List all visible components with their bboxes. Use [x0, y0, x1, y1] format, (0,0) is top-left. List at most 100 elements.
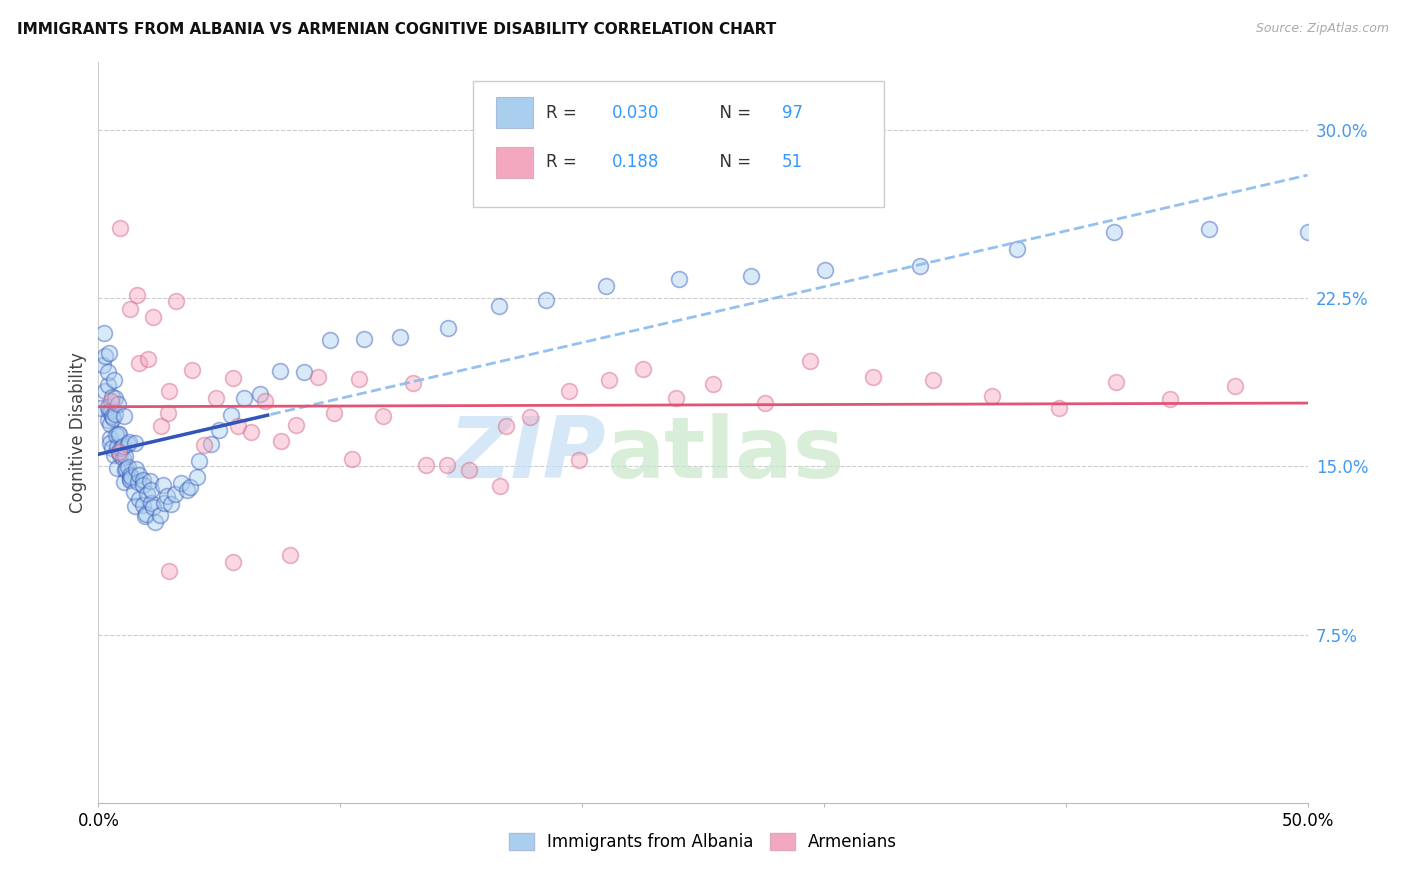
Point: [124, 436, 146, 450]
Point: [284, 418, 307, 433]
Point: [103, 373, 125, 387]
Point: [94, 384, 117, 398]
Point: [415, 458, 437, 472]
Point: [98, 431, 121, 445]
Point: [100, 409, 122, 423]
Point: [103, 411, 125, 425]
Point: [114, 463, 136, 477]
Point: [111, 438, 134, 452]
Point: [188, 453, 211, 467]
Point: [156, 489, 179, 503]
Point: [160, 497, 183, 511]
Point: [488, 479, 510, 493]
Point: [519, 409, 541, 424]
Point: [141, 483, 163, 497]
Point: [127, 475, 149, 489]
Point: [114, 450, 136, 464]
Point: [156, 407, 179, 421]
FancyBboxPatch shape: [474, 81, 884, 207]
Point: [136, 486, 159, 500]
Point: [114, 462, 136, 476]
Point: [110, 221, 132, 235]
Text: 0.030: 0.030: [613, 103, 659, 122]
Point: [122, 485, 145, 500]
Point: [118, 467, 141, 482]
Point: [128, 355, 150, 369]
Point: [862, 370, 884, 384]
Point: [278, 548, 301, 562]
Point: [319, 333, 342, 347]
Point: [219, 408, 242, 422]
Point: [96, 378, 118, 392]
Point: [307, 369, 329, 384]
Point: [97, 345, 120, 359]
Point: [107, 427, 129, 442]
Point: [90, 401, 112, 416]
Point: [754, 395, 776, 409]
Point: [222, 371, 245, 385]
Point: [149, 508, 172, 522]
Point: [107, 397, 129, 411]
Point: [294, 365, 316, 379]
Point: [100, 403, 122, 417]
Point: [558, 384, 581, 399]
Point: [388, 330, 411, 344]
Point: [568, 452, 591, 467]
Text: N =: N =: [709, 153, 756, 171]
Point: [127, 288, 149, 302]
Point: [631, 362, 654, 376]
Point: [436, 458, 458, 472]
FancyBboxPatch shape: [496, 147, 533, 178]
Point: [921, 373, 943, 387]
Point: [105, 428, 128, 442]
Point: [165, 293, 187, 308]
Point: [208, 423, 231, 437]
Point: [100, 394, 122, 409]
Point: [980, 389, 1002, 403]
Point: [240, 425, 263, 439]
Point: [402, 376, 425, 390]
Text: 97: 97: [782, 103, 803, 122]
Point: [120, 473, 142, 487]
Point: [96, 413, 118, 427]
Point: [150, 418, 173, 433]
Point: [598, 373, 620, 387]
Point: [120, 472, 142, 486]
Point: [98, 435, 121, 450]
Point: [371, 409, 394, 423]
Point: [232, 391, 254, 405]
Point: [1102, 225, 1125, 239]
Point: [814, 263, 837, 277]
Point: [152, 496, 174, 510]
Point: [110, 441, 132, 455]
Point: [124, 499, 146, 513]
Point: [91, 359, 114, 373]
Point: [226, 419, 249, 434]
Point: [437, 320, 460, 334]
Point: [157, 565, 180, 579]
Point: [97, 401, 120, 415]
Point: [142, 310, 165, 325]
Point: [1104, 375, 1126, 389]
Point: [139, 496, 162, 510]
Point: [322, 406, 344, 420]
Point: [135, 507, 157, 521]
Text: ZIP: ZIP: [449, 413, 606, 496]
Point: [104, 392, 127, 406]
Point: [117, 436, 139, 450]
FancyBboxPatch shape: [496, 97, 533, 128]
Point: [488, 299, 510, 313]
Point: [1225, 379, 1247, 393]
Point: [200, 437, 222, 451]
Point: [668, 272, 690, 286]
Point: [595, 279, 617, 293]
Point: [665, 392, 688, 406]
Point: [98, 404, 121, 418]
Point: [353, 332, 375, 346]
Point: [120, 470, 142, 484]
Point: [104, 407, 127, 421]
Point: [107, 444, 129, 458]
Point: [93, 326, 115, 341]
Text: atlas: atlas: [606, 413, 845, 496]
Point: [143, 515, 166, 529]
